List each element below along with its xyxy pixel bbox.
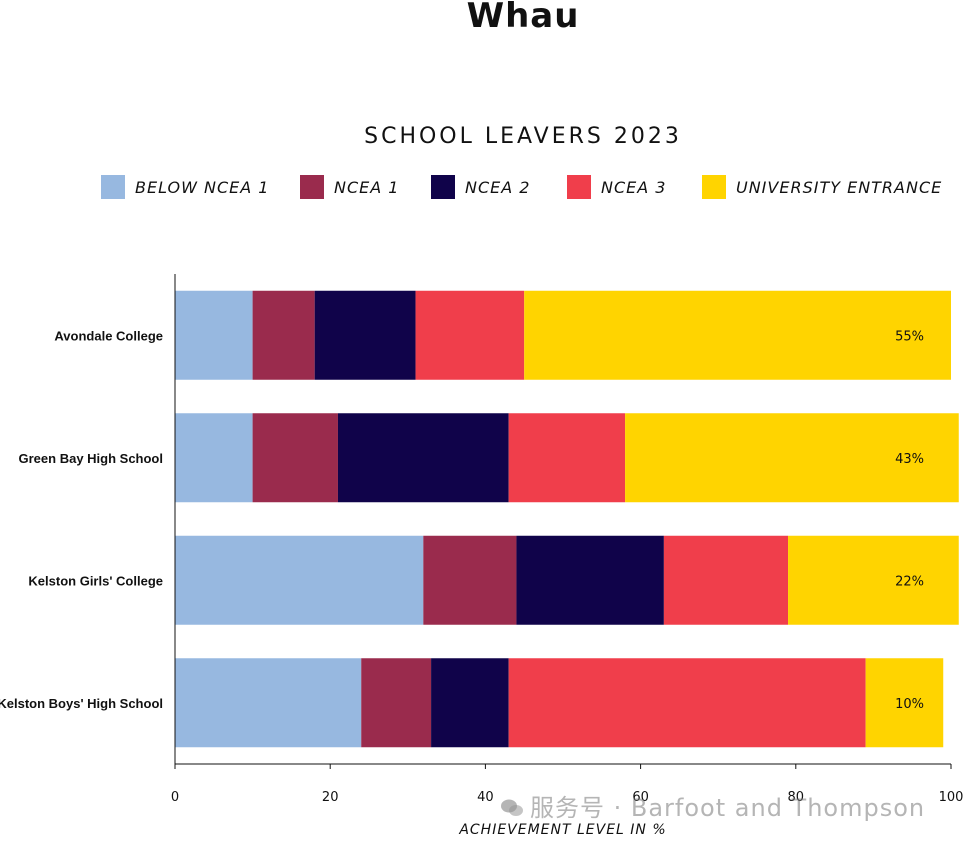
x-tick-label: 0 [171, 790, 179, 805]
legend-item-university-entrance: UNIVERSITY ENTRANCE [702, 175, 942, 199]
data-label: 55% [895, 329, 924, 344]
x-tick-label: 80 [788, 790, 805, 805]
legend-label: NCEA 2 [465, 177, 531, 197]
bar-segment [524, 290, 951, 380]
legend-label: NCEA 1 [334, 177, 400, 197]
bar-segment [337, 413, 509, 503]
data-label: 43% [895, 452, 924, 467]
bar-segment [252, 413, 338, 503]
legend-item-ncea2: NCEA 2 [431, 175, 530, 199]
bar-segment [423, 535, 517, 625]
legend-label: NCEA 3 [601, 177, 667, 197]
watermark: 服务号 · Barfoot and Thompson [500, 788, 925, 823]
legend-swatch [300, 175, 324, 199]
category-label: Kelston Boys' High School [0, 696, 163, 711]
bar-segment [788, 535, 959, 625]
bar-segment [252, 290, 315, 380]
bar-segment [865, 658, 944, 748]
legend-swatch [431, 175, 455, 199]
legend-item-below-ncea1: BELOW NCEA 1 [101, 175, 269, 199]
legend-label: BELOW NCEA 1 [135, 177, 270, 197]
bar-segment [508, 658, 866, 748]
category-label: Green Bay High School [19, 451, 163, 466]
bar-segment [175, 290, 253, 380]
data-label: 22% [895, 574, 924, 589]
category-label: Kelston Girls' College [28, 573, 163, 588]
chart-title: SCHOOL LEAVERS 2023 [364, 124, 682, 149]
legend-item-ncea3: NCEA 3 [567, 175, 666, 199]
bar-segment [516, 535, 664, 625]
x-tick-label: 20 [322, 790, 339, 805]
bar-segment [415, 290, 525, 380]
x-tick-label: 100 [939, 790, 964, 805]
bar-segment [625, 413, 959, 503]
data-label: 10% [895, 697, 924, 712]
x-axis-label: ACHIEVEMENT LEVEL IN % [458, 822, 666, 838]
legend-swatch [101, 175, 125, 199]
bar-segment [508, 413, 626, 503]
x-tick-label: 40 [477, 790, 494, 805]
legend-swatch [702, 175, 726, 199]
legend-swatch [567, 175, 591, 199]
bar-segment [431, 658, 509, 748]
legend-item-ncea1: NCEA 1 [300, 175, 399, 199]
watermark-text: 服务号 · Barfoot and Thompson [530, 794, 926, 822]
bar-segment [314, 290, 416, 380]
wechat-icon [501, 799, 523, 816]
page-title: Whau [466, 0, 580, 36]
bar-segment [175, 535, 424, 625]
bar-segment [175, 413, 253, 503]
bar-segment [361, 658, 432, 748]
x-tick-label: 60 [632, 790, 649, 805]
bar-segment [175, 658, 362, 748]
bar-segment [663, 535, 789, 625]
category-label: Avondale College [54, 328, 163, 343]
legend-label: UNIVERSITY ENTRANCE [736, 177, 943, 197]
